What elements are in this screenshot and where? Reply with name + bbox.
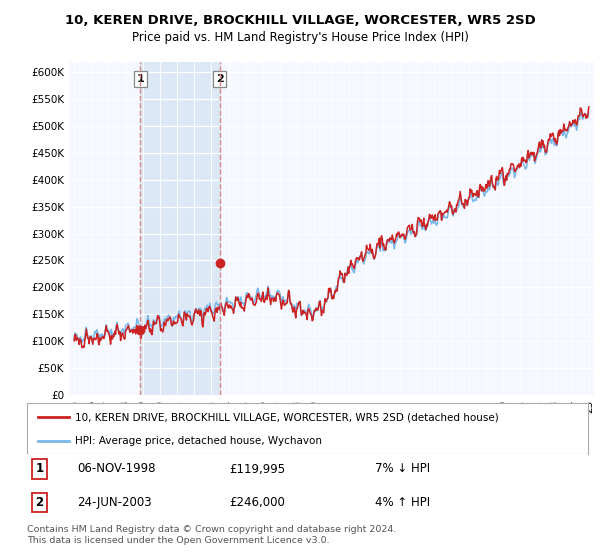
- Text: Contains HM Land Registry data © Crown copyright and database right 2024.
This d: Contains HM Land Registry data © Crown c…: [27, 525, 397, 545]
- Text: 1: 1: [35, 463, 43, 475]
- Text: 2: 2: [35, 496, 43, 509]
- Text: Price paid vs. HM Land Registry's House Price Index (HPI): Price paid vs. HM Land Registry's House …: [131, 31, 469, 44]
- Bar: [140, 62, 220, 395]
- Text: 4% ↑ HPI: 4% ↑ HPI: [375, 496, 430, 509]
- Text: 10, KEREN DRIVE, BROCKHILL VILLAGE, WORCESTER, WR5 2SD: 10, KEREN DRIVE, BROCKHILL VILLAGE, WORC…: [65, 14, 535, 27]
- Text: 7% ↓ HPI: 7% ↓ HPI: [375, 463, 430, 475]
- Text: £246,000: £246,000: [229, 496, 285, 509]
- Text: 1: 1: [136, 74, 144, 84]
- Text: £119,995: £119,995: [229, 463, 285, 475]
- Text: 24-JUN-2003: 24-JUN-2003: [77, 496, 152, 509]
- Text: HPI: Average price, detached house, Wychavon: HPI: Average price, detached house, Wych…: [74, 436, 322, 446]
- Text: 2: 2: [216, 74, 224, 84]
- Text: 06-NOV-1998: 06-NOV-1998: [77, 463, 156, 475]
- Text: 10, KEREN DRIVE, BROCKHILL VILLAGE, WORCESTER, WR5 2SD (detached house): 10, KEREN DRIVE, BROCKHILL VILLAGE, WORC…: [74, 412, 499, 422]
